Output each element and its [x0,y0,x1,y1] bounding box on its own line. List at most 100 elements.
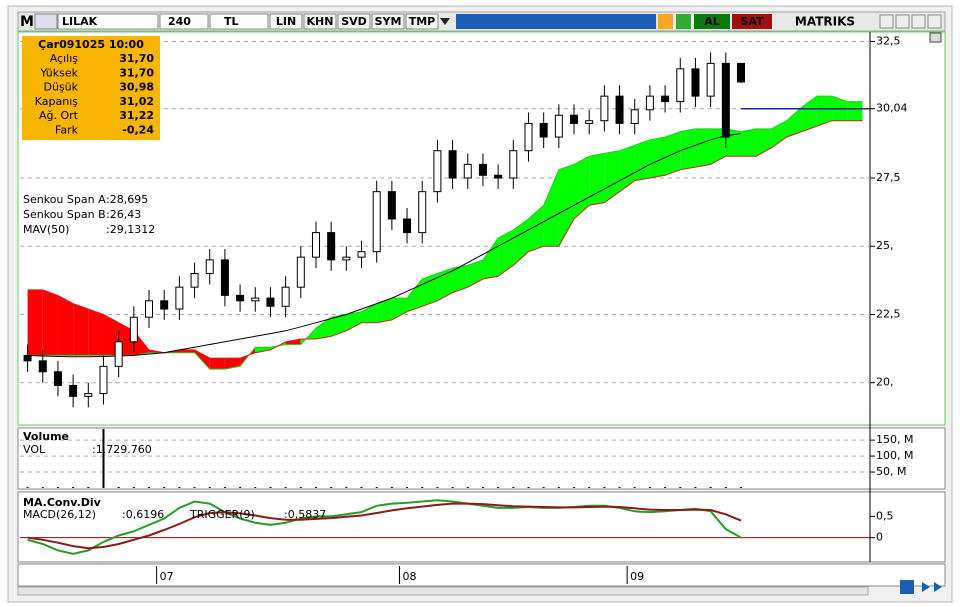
close-button[interactable] [927,14,942,29]
candle-body [69,384,78,397]
info-label: Ağ. Ort [39,109,79,122]
buy-label: AL [704,15,720,28]
cloud-segment [422,273,438,307]
panel-title: MA.Conv.Div [23,496,102,509]
y-tick-label: 150, M [876,433,913,446]
symbol-box[interactable] [57,13,159,30]
cloud-segment [619,145,635,192]
candle-body [433,150,442,193]
mav-line [27,133,742,358]
candle-body [600,95,609,122]
panel-button[interactable] [929,32,942,43]
candle-body [706,62,715,97]
y-tick-label: 32,5 [876,35,901,48]
toolbar-button[interactable] [337,13,371,30]
scroll-right[interactable] [934,582,942,592]
cloud-segment [710,128,726,165]
cloud-segment [224,358,241,370]
cloud-segment [513,218,529,266]
y-tick-label: 100, M [876,449,913,462]
volume-bar [694,487,697,488]
info-label: Kapanış [35,95,79,108]
volume-bar [254,487,257,488]
volume-bar [223,487,226,488]
refresh-button[interactable] [676,14,691,29]
info-value: 31,70 [119,52,154,65]
maximize-button[interactable] [911,14,926,29]
info-value: 31,22 [119,109,154,122]
volume-bar [72,487,75,488]
volume-bar [588,487,591,488]
candle-body [281,286,290,307]
toolbar-button[interactable] [371,13,405,30]
volume-bar [573,487,576,488]
menu-button[interactable] [879,14,894,29]
sell-button[interactable] [732,14,772,29]
sync-button[interactable] [900,580,914,594]
period-box[interactable] [159,13,209,30]
volume-bar [527,487,530,488]
volume-bar [451,487,454,488]
legend-name: TRIGGER(9) [189,508,255,521]
currency-box[interactable] [209,13,269,30]
cloud-segment [331,314,347,337]
candle-body [220,259,229,296]
candle-body [387,191,396,220]
toolbar-button[interactable] [303,13,337,30]
info-panel [22,36,160,140]
cloud-segment [179,349,195,353]
volume-bar [466,487,469,488]
volume-bar [679,487,682,488]
candle-body [311,232,320,258]
candle-body [114,341,123,367]
minimize-button[interactable] [895,14,910,29]
scrollbar[interactable] [17,586,869,596]
currency: TL [224,15,239,28]
info-label: Yüksek [39,66,78,79]
volume-bar [739,487,742,488]
candle-body [554,114,563,138]
legend-value: :0,6196 [122,508,164,521]
volume-bar [603,487,606,488]
volume-bar [239,487,242,488]
volume-bar [299,487,302,488]
symbol: LILAK [62,15,98,28]
candle-body [539,122,548,138]
volume-bar [284,487,287,488]
scroll-left[interactable] [922,582,930,592]
legend-name: MAV(50) [23,223,69,236]
info-title: Çar091025 10:00 [38,38,144,51]
volume-bar [648,487,651,488]
cloud-segment [346,311,362,331]
y-tick-label: 0 [876,531,883,544]
toolbar-button[interactable] [269,13,303,30]
candle-body [23,354,32,362]
candle-body [372,191,381,253]
dropdown[interactable] [440,18,450,25]
buy-button[interactable] [694,14,730,29]
cloud-segment [847,101,863,121]
symbol-icon[interactable] [34,13,58,30]
candle-body [205,259,214,275]
plot-area [20,499,870,555]
volume-panel [17,427,946,490]
candle-body [676,68,685,103]
cloud-segment [209,358,225,370]
cloud-segment [558,164,575,247]
toolbar-button[interactable] [405,13,439,30]
volume-bar [269,487,272,488]
volume-bar [193,487,196,488]
cloud-segment [88,309,104,356]
volume-bar [208,487,211,488]
cloud-segment [498,229,514,277]
candle-body [53,371,62,386]
cloud-segment [740,128,757,157]
candle-body [38,360,47,373]
flash-button[interactable] [658,14,673,29]
cloud-segment [680,128,696,170]
cloud-segment [315,317,332,340]
candle-body [661,95,670,103]
panel-title: Volume [23,430,69,443]
toolbar-button-label: LIN [276,15,296,28]
toolbar-button-label: TMP [409,15,436,28]
